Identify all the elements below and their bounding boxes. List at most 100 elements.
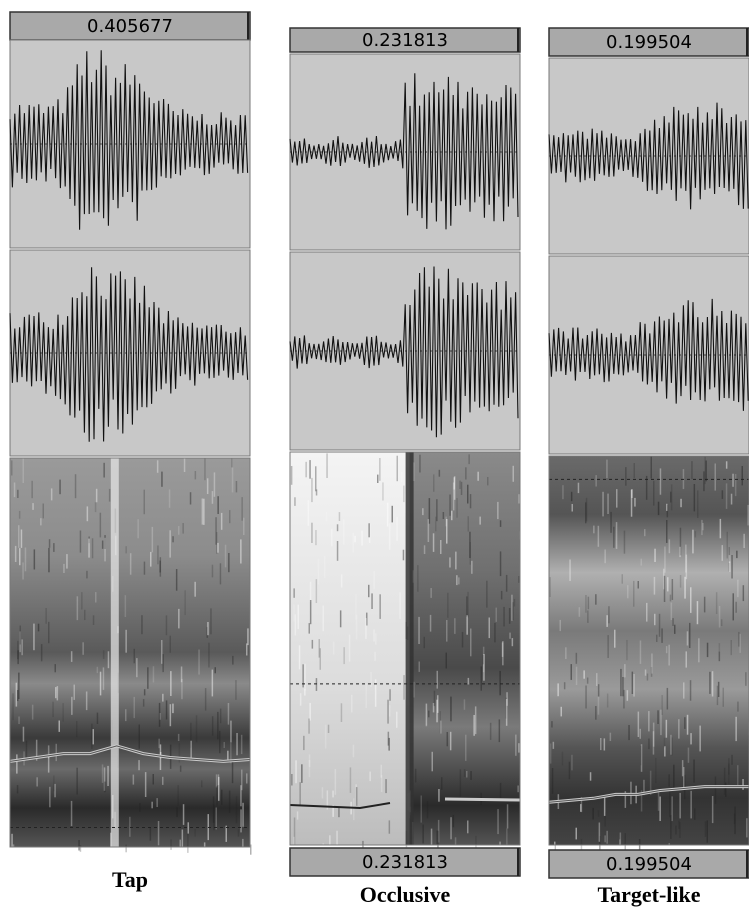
spectrogram-streak <box>437 671 439 689</box>
spectrogram-streak <box>656 635 658 642</box>
spectrogram-streak <box>338 808 340 817</box>
spectrogram-streak <box>311 478 313 502</box>
spectrogram-streak <box>593 526 595 534</box>
spectrogram-streak <box>664 738 666 748</box>
spectrogram-streak <box>616 489 618 508</box>
spectrogram-streak <box>178 609 180 629</box>
spectrogram-streak <box>240 785 242 806</box>
spectrogram-streak <box>303 736 305 750</box>
spectrogram-streak <box>38 624 40 632</box>
spectrogram-streak <box>162 654 164 672</box>
spectrogram-streak <box>293 837 295 848</box>
spectrogram-streak <box>418 617 420 644</box>
spectrogram-streak <box>564 682 566 689</box>
spectrogram-streak <box>624 531 626 554</box>
spectrogram-streak <box>726 461 728 468</box>
spectrogram-streak <box>399 592 401 619</box>
spectrogram-streak <box>680 499 682 507</box>
spectrogram-streak <box>134 697 136 718</box>
spectrogram-streak <box>230 721 232 743</box>
spectrogram-streak <box>585 595 587 613</box>
spectrogram-streak <box>104 782 106 793</box>
spectrogram-streak <box>361 531 363 546</box>
spectrogram-streak <box>387 700 389 724</box>
spectrogram-streak <box>217 496 219 514</box>
spectrogram-streak <box>428 519 430 542</box>
spectrogram-streak <box>14 483 16 498</box>
spectrogram-streak <box>169 530 171 557</box>
spectrogram-streak <box>49 539 51 548</box>
spectrogram-streak <box>53 776 55 792</box>
spectrogram-streak <box>616 522 618 549</box>
spectrogram-streak <box>32 503 34 510</box>
spectrogram-streak <box>684 577 686 599</box>
spectrogram-streak <box>48 548 50 572</box>
spectrogram-streak <box>595 594 597 605</box>
spectrogram-streak <box>735 717 737 741</box>
spectrogram-streak <box>583 670 585 678</box>
spectrogram-streak <box>97 713 99 724</box>
spectrogram-streak <box>697 490 699 518</box>
spectrogram-streak <box>579 607 581 617</box>
spectrogram-streak <box>645 670 647 676</box>
spectrogram-streak <box>598 526 600 547</box>
spectrogram-streak <box>684 717 686 729</box>
spectrogram-streak <box>746 818 748 837</box>
spectrogram-streak <box>170 671 172 696</box>
spectrogram-streak <box>20 626 22 645</box>
spectrogram-streak <box>308 719 310 734</box>
spectrogram-streak <box>91 724 93 749</box>
spectrogram-streak <box>229 791 231 813</box>
spectrogram-streak <box>125 630 127 653</box>
spectrogram-streak <box>424 637 426 648</box>
spectrogram-streak <box>45 608 47 624</box>
spectrogram-streak <box>576 828 578 840</box>
spectrogram-streak <box>640 729 642 739</box>
spectrogram-streak <box>97 667 99 673</box>
spectrogram-streak <box>188 822 190 833</box>
spectrogram-streak <box>309 623 311 634</box>
spectrogram-streak <box>166 615 168 635</box>
spectrogram-streak <box>243 518 245 535</box>
spectrogram-streak <box>159 561 161 573</box>
spectrogram-streak <box>641 559 643 566</box>
spectrogram-streak <box>397 456 399 482</box>
spectrogram-streak <box>465 735 467 761</box>
spectrogram-streak <box>604 738 606 750</box>
spectrogram-streak <box>297 811 299 819</box>
spectrogram-streak <box>585 502 587 523</box>
spectrogram-streak <box>388 738 390 751</box>
spectrogram-streak <box>666 520 668 543</box>
spectrogram-streak <box>184 459 186 473</box>
spectrogram-streak <box>93 615 95 625</box>
spectrogram-streak <box>396 517 398 541</box>
spectrogram-streak <box>343 519 345 544</box>
spectrogram-streak <box>43 504 45 519</box>
spectrogram-streak <box>66 554 68 569</box>
spectrogram-streak <box>470 629 472 657</box>
spectrogram-streak <box>479 517 481 525</box>
spectrogram-streak <box>368 523 370 537</box>
spectrogram-streak <box>23 727 25 742</box>
spectrogram-streak <box>685 545 687 573</box>
spectrogram-streak <box>727 532 729 559</box>
spectrogram-streak <box>381 775 383 792</box>
spectrogram-streak <box>328 725 330 733</box>
spectrogram-streak <box>737 580 739 597</box>
spectrogram-streak <box>571 664 573 680</box>
spectrogram-streak <box>92 538 94 558</box>
spectrogram-streak <box>734 813 736 824</box>
spectrogram-streak <box>100 672 102 696</box>
spectrogram-streak <box>694 484 696 511</box>
spectrogram-streak <box>454 477 456 489</box>
spectrogram-streak <box>389 523 391 550</box>
spectrogram-streak <box>497 809 499 834</box>
spectrogram-streak <box>236 733 238 755</box>
spectrogram-streak <box>745 672 747 686</box>
spectrogram-streak <box>157 546 159 565</box>
spectrogram-streak <box>62 703 64 722</box>
spectrogram-streak <box>596 673 598 686</box>
spectrogram-streak <box>671 484 673 510</box>
spectrogram-streak <box>517 786 519 793</box>
spectrogram-streak <box>712 671 714 696</box>
